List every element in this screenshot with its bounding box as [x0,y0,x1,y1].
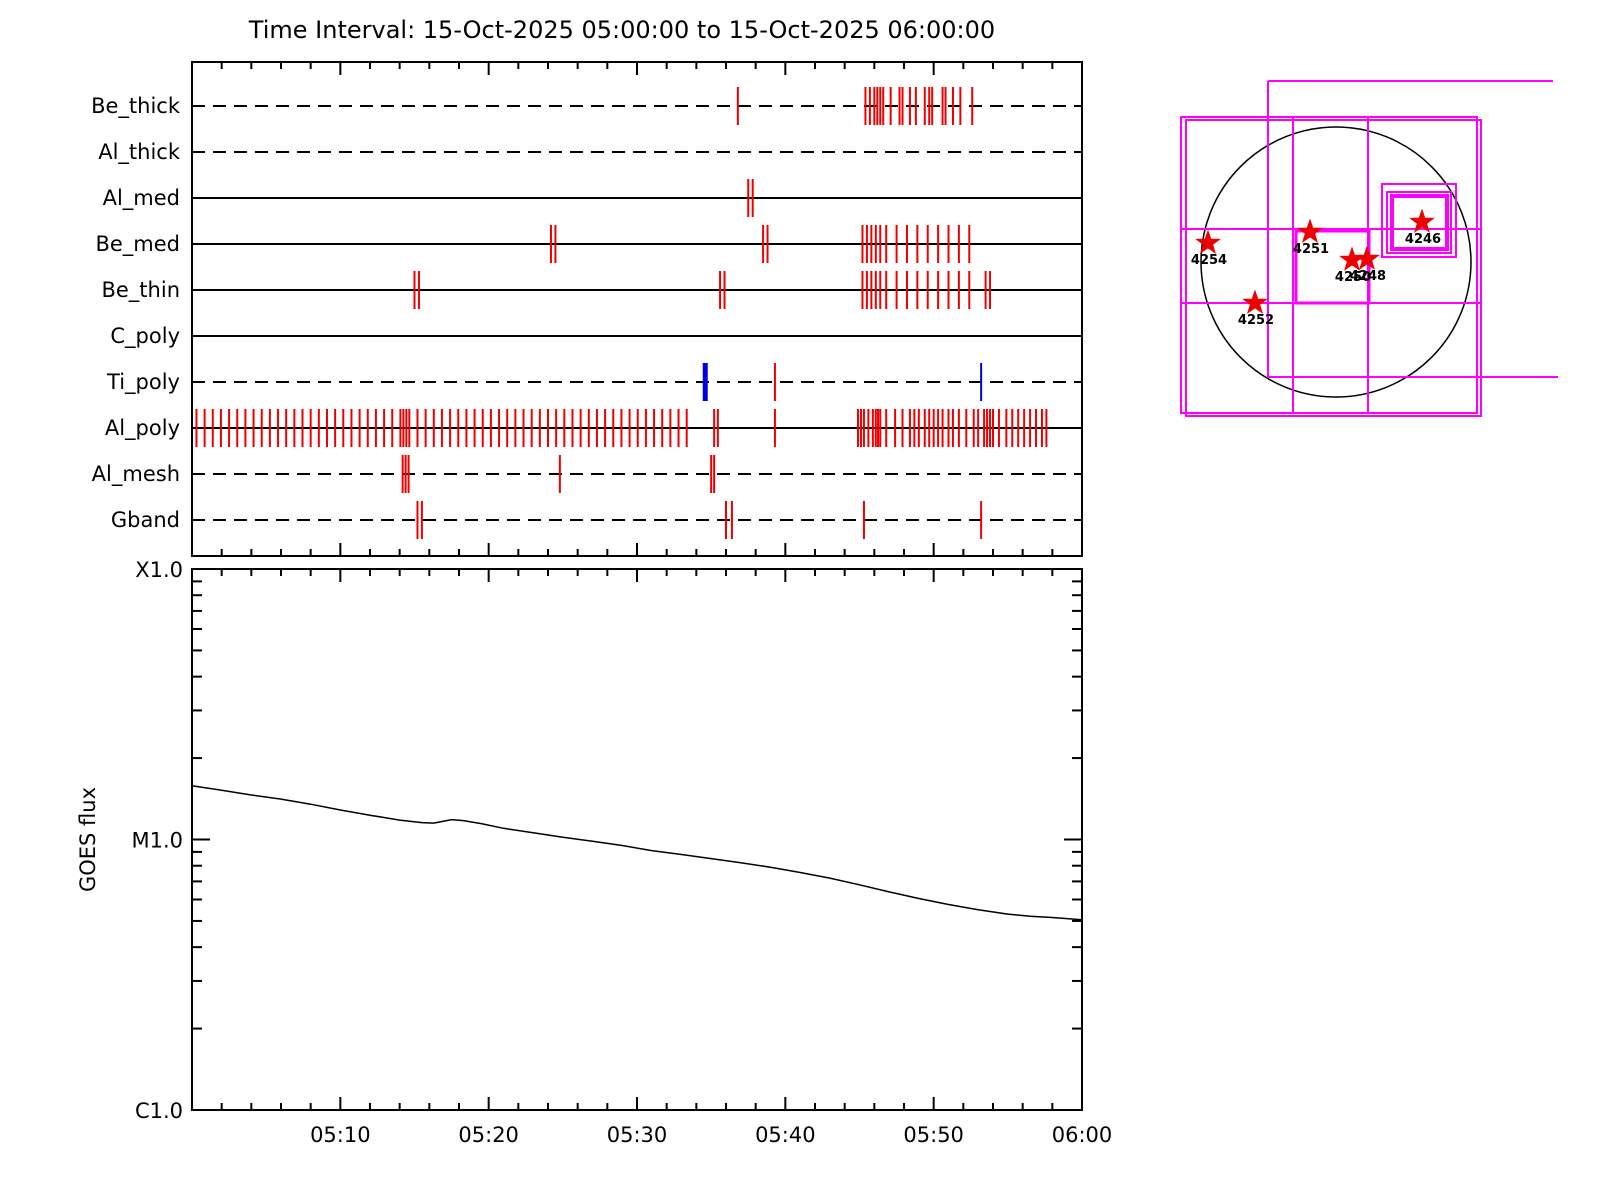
x-axis-labels: 05:10 05:20 05:30 05:40 05:50 06:00 [310,1123,1112,1147]
filter-row-label-Gband: Gband [111,508,180,532]
filter-row-Be_med: Be_med [95,225,1082,263]
filter-row-label-Be_thin: Be_thin [101,278,180,303]
filter-row-ticks-Al_med [747,179,754,217]
filter-row-Be_thin: Be_thin [101,271,1082,309]
goes-y-tick-label: X1.0 [135,558,183,582]
active-region-4252: 4252 [1238,289,1274,328]
goes-ylabel: GOES flux [76,787,100,892]
sun-disk-circle [1200,126,1472,398]
chart-title: Time Interval: 15-Oct-2025 05:00:00 to 1… [248,16,996,44]
goes-y-tick-label: M1.0 [131,829,183,853]
filter-row-label-Ti_poly: Ti_poly [106,370,180,395]
fov-box [1381,183,1457,258]
active-region-label-4246: 4246 [1405,232,1441,247]
goes-flux-curve [191,785,1083,921]
filter-row-ticks-Al_poly [195,409,1048,447]
active-region-star-4254 [1195,229,1221,254]
x-tick-label: 05:20 [458,1123,519,1147]
filter-row-Al_thick: Al_thick [98,140,1082,165]
filter-row-ticks-Be_thin [413,271,992,309]
filter-row-label-Al_poly: Al_poly [105,416,180,441]
fov-box [1390,194,1449,251]
filter-row-label-Be_med: Be_med [95,232,180,257]
active-region-4251: 4251 [1293,218,1329,257]
filter-row-Al_poly: Al_poly [105,409,1082,447]
x-tick-label: 05:30 [607,1123,668,1147]
filter-row-ticks-Be_thick [736,87,974,125]
goes-y-ticks [192,568,1082,1111]
x-tick-label: 05:10 [310,1123,371,1147]
fov-box [1386,191,1452,254]
active-region-label-4251: 4251 [1293,242,1329,257]
filter-row-Ti_poly: Ti_poly [106,363,1082,401]
goes-y-tick-label: C1.0 [135,1099,183,1123]
filter-row-Al_mesh: Al_mesh [92,455,1082,493]
active-region-label-4248: 4248 [1350,269,1386,284]
filter-row-ticks-Gband [416,501,983,539]
filter-row-label-Al_thick: Al_thick [98,140,181,165]
x-tick-label: 05:50 [903,1123,964,1147]
active-region-star-4252 [1242,289,1268,314]
x-tick-label: 05:40 [755,1123,816,1147]
active-region-star-4248 [1354,245,1380,270]
filter-row-label-Al_med: Al_med [103,186,180,211]
filter-row-Gband: Gband [111,501,1082,539]
x-axis-ticks [220,62,1054,1110]
filter-row-Al_med: Al_med [103,179,1082,217]
goes-panel-frame [191,568,1083,1111]
active-region-label-4254: 4254 [1191,253,1227,268]
x-tick-label: 06:00 [1052,1123,1113,1147]
active-region-star-4251 [1297,218,1323,243]
filter-row-C_poly: C_poly [110,324,1082,349]
goes-y-labels: X1.0 M1.0 C1.0 [131,558,183,1123]
active-region-4254: 4254 [1191,229,1227,268]
filter-row-label-Al_mesh: Al_mesh [92,462,180,487]
filter-row-ticks-Ti_poly [702,363,983,401]
active-region-4246: 4246 [1405,208,1441,247]
filter-row-label-C_poly: C_poly [110,324,180,349]
active-region-star-4246 [1409,208,1435,233]
filter-row-Be_thick: Be_thick [91,87,1082,125]
filter-row-label-Be_thick: Be_thick [91,94,181,119]
active-region-label-4250: 4250 [1335,270,1371,285]
active-region-label-4252: 4252 [1238,313,1274,328]
fov-box [1185,119,1482,417]
filter-row-ticks-Al_mesh [401,455,716,493]
fov-box [1180,116,1478,414]
filter-row-ticks-Be_med [549,225,971,263]
active-region-4248: 4248 [1350,245,1386,284]
